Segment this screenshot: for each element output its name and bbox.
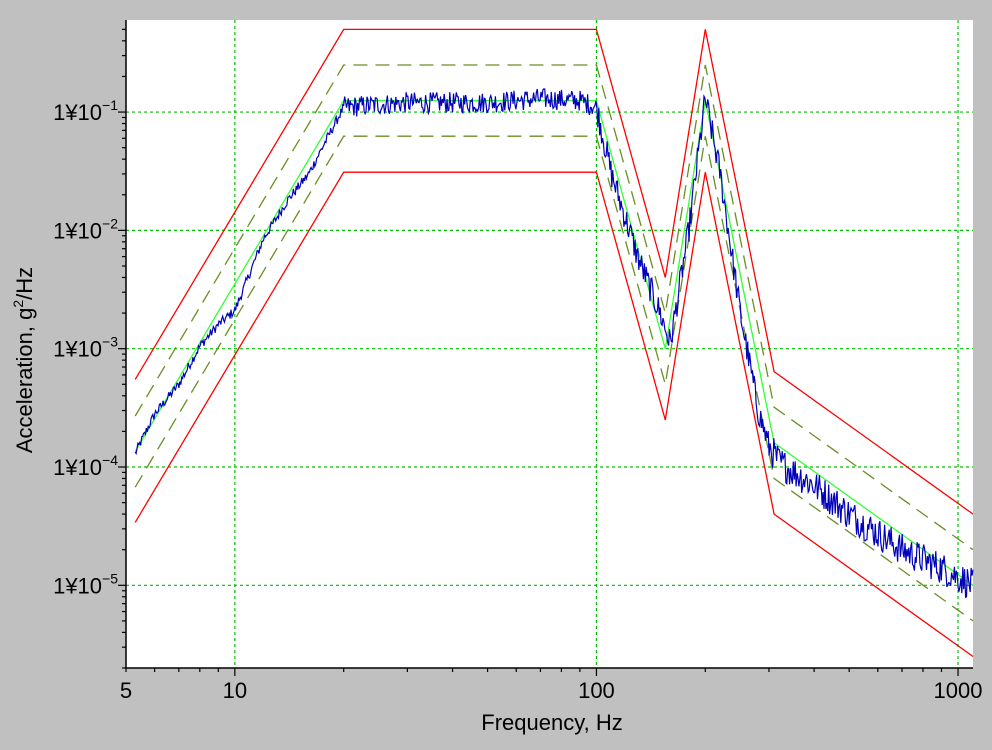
y-tick-exponent: −1 xyxy=(102,97,118,113)
x-tick-label: 1000 xyxy=(934,678,983,703)
series-line-alarm_lower xyxy=(134,135,974,622)
series-line-measured xyxy=(134,88,974,599)
plot-area xyxy=(126,20,973,668)
y-tick-label: 1¥10−3 xyxy=(53,334,118,362)
series-line-abort_lower xyxy=(134,171,974,658)
y-tick-mantissa: 1¥10 xyxy=(53,100,102,125)
series-line-abort_upper xyxy=(134,28,974,515)
y-tick-label: 1¥10−2 xyxy=(53,215,118,243)
x-tick-label: 10 xyxy=(223,678,247,703)
x-tick-label: 100 xyxy=(578,678,615,703)
y-axis-title: Acceleration, g2/Hz xyxy=(10,267,37,453)
x-axis-title: Frequency, Hz xyxy=(481,710,622,735)
y-axis-title-sup: 2 xyxy=(10,300,26,308)
series-line-alarm_upper xyxy=(134,64,974,551)
y-tick-label: 1¥10−1 xyxy=(53,97,118,125)
axes-layer xyxy=(118,20,973,676)
y-axis-title-main: Acceleration, g xyxy=(12,308,37,454)
y-tick-exponent: −2 xyxy=(102,215,118,231)
x-tick-label: 5 xyxy=(120,678,132,703)
y-tick-label: 1¥10−4 xyxy=(53,452,118,480)
y-axis-title-tail: /Hz xyxy=(12,267,37,300)
series-layer xyxy=(134,28,974,658)
y-tick-mantissa: 1¥10 xyxy=(53,218,102,243)
grid-layer xyxy=(126,20,973,668)
y-tick-mantissa: 1¥10 xyxy=(53,337,102,362)
y-tick-exponent: −4 xyxy=(102,452,118,468)
y-tick-exponent: −5 xyxy=(102,570,118,586)
y-tick-exponent: −3 xyxy=(102,334,118,350)
y-tick-mantissa: 1¥10 xyxy=(53,573,102,598)
y-tick-label: 1¥10−5 xyxy=(53,570,118,598)
y-tick-mantissa: 1¥10 xyxy=(53,455,102,480)
